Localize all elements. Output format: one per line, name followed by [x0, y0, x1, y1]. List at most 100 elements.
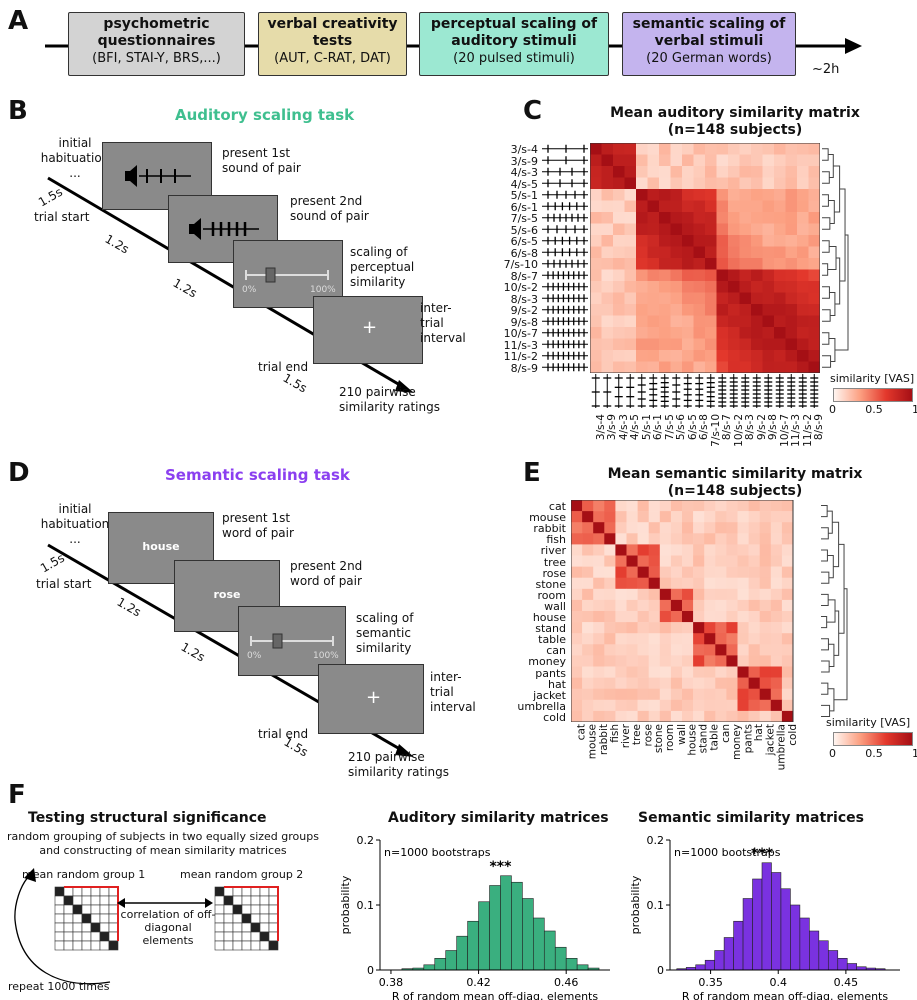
- matrix-row-label: rabbit: [533, 522, 566, 536]
- matrix-cell: [715, 511, 727, 523]
- matrix-cell: [739, 166, 752, 178]
- structural-schematic: [14, 868, 279, 985]
- matrix-cell: [571, 566, 583, 578]
- rhythm-glyph-icon: [542, 271, 588, 280]
- matrix-cell: [637, 566, 649, 578]
- matrix-cell: [593, 599, 605, 612]
- structural-desc: random grouping of subjects in two equal…: [7, 830, 319, 857]
- matrix-cell: [648, 511, 661, 523]
- step2-label: present 2nd sound of pair: [290, 194, 369, 223]
- matrix-cell: [728, 223, 740, 236]
- matrix-cell: [624, 258, 637, 270]
- matrix-cell: [590, 269, 602, 282]
- matrix-cell: [626, 677, 638, 689]
- matrix-cell: [648, 577, 661, 590]
- matrix-cell: [582, 566, 594, 578]
- matrix-cell: [715, 677, 727, 689]
- matrix-cell: [751, 177, 763, 190]
- matrix-cell: [715, 666, 727, 678]
- matrix-cell: [613, 361, 625, 373]
- matrix-cell: [624, 166, 637, 178]
- matrix-cell: [682, 327, 694, 339]
- matrix-cell: [748, 566, 760, 578]
- semantic-task-title: Semantic scaling task: [165, 466, 350, 484]
- rhythm-glyph-icon: [542, 317, 588, 326]
- rhythm-glyph-icon: [542, 190, 588, 199]
- matrix-cell: [670, 710, 683, 722]
- rhythm-glyph-icon: [649, 374, 658, 408]
- matrix-cell: [693, 588, 705, 601]
- matrix-cell: [705, 154, 717, 167]
- dendrogram-branch: [822, 240, 830, 253]
- matrix-cell: [682, 361, 694, 373]
- matrix-cell: [682, 338, 694, 351]
- histogram-bar: [554, 946, 567, 971]
- matrix-cell: [682, 522, 694, 534]
- matrix-cell: [613, 235, 625, 247]
- matrix-cell: [601, 235, 614, 247]
- semantic-dendrogram: [821, 505, 848, 717]
- matrix-cell: [704, 666, 716, 678]
- matrix-cell: [774, 350, 786, 362]
- matrix-cell: [704, 611, 716, 623]
- matrix-cell: [785, 177, 798, 190]
- dendrogram-branch: [822, 171, 830, 184]
- matrix-cell: [785, 223, 798, 236]
- matrix-cell: [637, 710, 649, 722]
- matrix-cell: [715, 655, 727, 667]
- matrix-cell: [716, 177, 729, 190]
- matrix-col-label: hat: [753, 724, 766, 742]
- matrix-cell: [659, 633, 672, 645]
- vas-max: 100%: [313, 651, 339, 661]
- matrix-cell: [647, 212, 660, 224]
- matrix-col-label: tree: [631, 724, 644, 746]
- matrix-cell: [726, 611, 738, 623]
- rhythm-glyph-icon: [542, 236, 588, 245]
- rhythm-glyph-icon: [542, 305, 588, 314]
- auditory-matrix-title: Mean auditory similarity matrix (n=148 su…: [610, 105, 860, 138]
- matrix-cell: [582, 533, 594, 545]
- histogram-bar: [489, 885, 501, 971]
- dendrogram-branch: [821, 616, 828, 629]
- matrix-row-label: umbrella: [517, 699, 566, 713]
- rhythm-glyph-icon: [706, 374, 715, 408]
- x-axis-label: R of random mean off-diag. elements: [392, 990, 598, 1000]
- matrix-cell: [670, 166, 683, 178]
- matrix-cell: [604, 633, 616, 645]
- matrix-cell: [582, 699, 594, 712]
- matrix-cell: [637, 588, 649, 601]
- matrix-cell: [593, 688, 605, 701]
- matrix-cell: [808, 154, 820, 167]
- matrix-cell: [682, 533, 694, 545]
- matrix-cell: [637, 655, 649, 667]
- matrix-cell: [659, 350, 671, 362]
- matrix-cell: [739, 154, 752, 167]
- matrix-cell: [637, 555, 649, 567]
- matrix-cell: [797, 350, 809, 362]
- matrix-cell: [693, 327, 706, 339]
- iti-screen: +: [313, 296, 423, 364]
- x-tick-label: 0.42: [466, 976, 491, 989]
- matrix-cell: [604, 577, 616, 590]
- matrix-cell: [774, 327, 786, 339]
- matrix-cell: [593, 577, 605, 590]
- matrix-cell: [659, 677, 672, 689]
- dendrogram-branch: [822, 355, 832, 368]
- matrix-cell: [785, 292, 798, 305]
- dendrogram-branch: [839, 188, 846, 282]
- matrix-cell: [682, 577, 694, 590]
- matrix-cell: [748, 599, 760, 612]
- matrix-cell: [728, 361, 740, 373]
- x-tick-label: 0.4: [769, 976, 787, 989]
- matrix-cell: [715, 533, 727, 545]
- matrix-cell: [762, 246, 775, 259]
- rhythm-glyph-icon: [798, 374, 807, 408]
- matrix-cell: [737, 544, 749, 556]
- histogram-bar: [445, 950, 457, 971]
- matrix-cell: [774, 166, 786, 178]
- rhythm-glyph-icon: [637, 374, 646, 408]
- matrix-cell: [774, 361, 786, 373]
- step4-label: inter-trial interval: [420, 301, 466, 345]
- matrix-cell: [797, 166, 809, 178]
- semantic-cbar-label: similarity [VAS]: [826, 716, 911, 729]
